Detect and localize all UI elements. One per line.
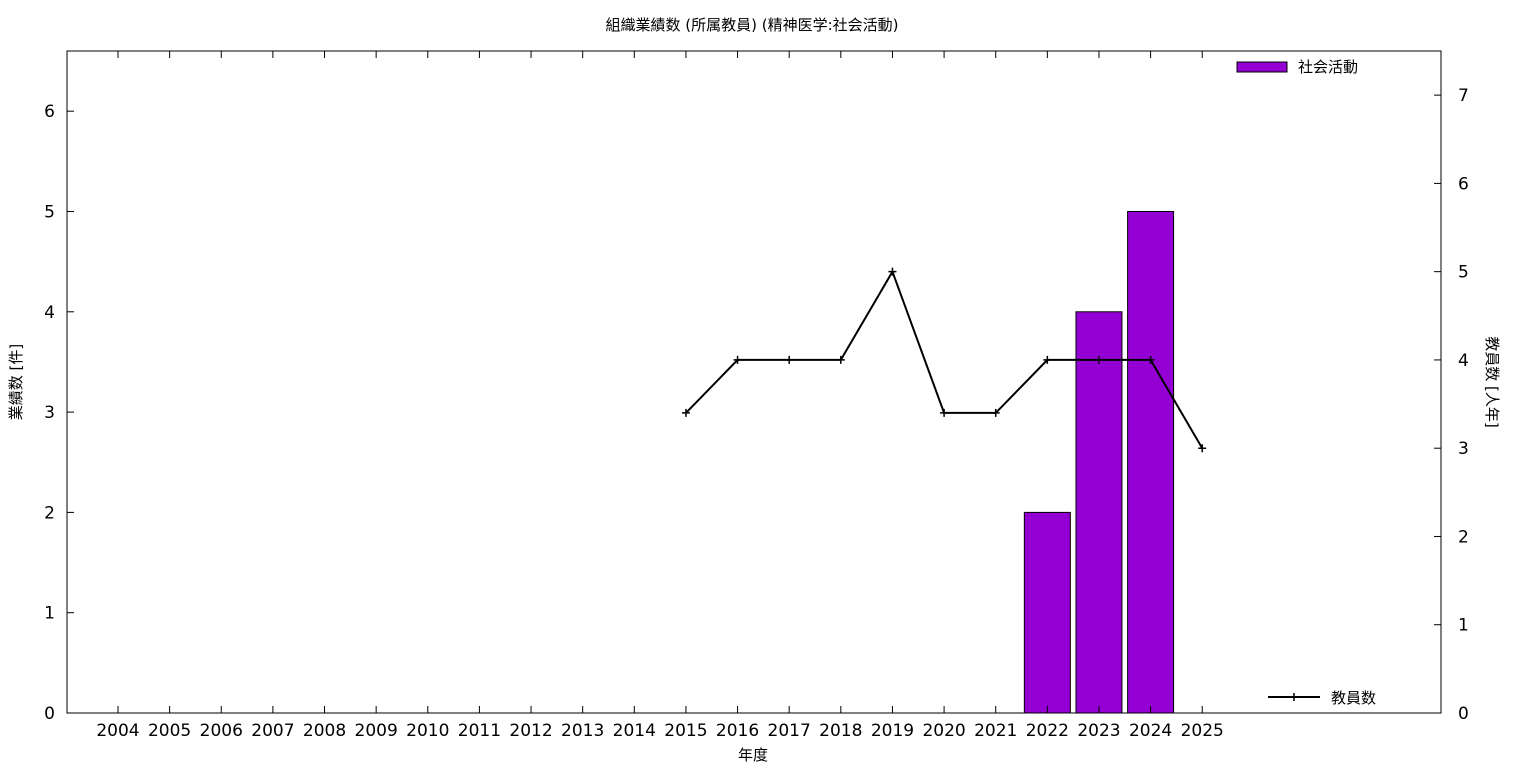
bar — [1075, 311, 1123, 714]
x-tick-label: 2014 — [613, 721, 656, 741]
y-tick-label: 5 — [44, 202, 55, 222]
y2-axis-ticks: 0 1 2 3 4 5 6 7 — [1434, 86, 1469, 724]
line-point — [681, 408, 690, 417]
y2-tick-label: 2 — [1458, 527, 1469, 547]
y-tick-label: 0 — [44, 704, 55, 724]
x-tick-label: 2004 — [96, 721, 139, 741]
y-axis-label: 業績数 [件] — [7, 344, 25, 420]
legend-line-label: 教員数 — [1331, 689, 1376, 707]
legend-bar-label: 社会活動 — [1298, 58, 1358, 76]
y-axis-ticks: 0 1 2 3 4 5 6 — [44, 102, 74, 724]
x-tick-label: 2008 — [303, 721, 346, 741]
legend-bar-swatch — [1236, 61, 1288, 73]
y-tick-label: 1 — [44, 604, 55, 624]
legend-line: 教員数 — [1268, 689, 1376, 707]
y2-axis-label: 教員数 [人年] — [1483, 336, 1501, 427]
y-tick-label: 4 — [44, 303, 55, 323]
chart-title: 組織業績数 (所属教員) (精神医学:社会活動) — [606, 16, 899, 34]
legend-line-marker — [1290, 693, 1298, 701]
line-point — [733, 355, 742, 364]
x-tick-label: 2019 — [871, 721, 914, 741]
y2-tick-label: 4 — [1458, 351, 1469, 371]
line-series — [681, 267, 1207, 453]
line-point — [940, 408, 949, 417]
y-tick-label: 6 — [44, 102, 55, 122]
x-tick-label: 2007 — [251, 721, 294, 741]
x-axis-label: 年度 — [738, 746, 768, 764]
plot-frame — [66, 50, 1442, 714]
x-tick-label: 2013 — [561, 721, 604, 741]
x-tick-label: 2017 — [768, 721, 811, 741]
y2-tick-label: 1 — [1458, 616, 1469, 636]
y2-tick-label: 3 — [1458, 439, 1469, 459]
x-tick-label: 2011 — [458, 721, 501, 741]
bar-series — [1023, 210, 1175, 714]
legend-bars: 社会活動 — [1236, 58, 1358, 76]
bar — [1023, 511, 1071, 714]
x-tick-label: 2015 — [664, 721, 707, 741]
x-axis-ticks: 2004 2005 2006 2007 2008 2009 2010 2011 2012 2013… — [96, 51, 1224, 741]
x-tick-label: 2005 — [148, 721, 191, 741]
x-tick-label: 2012 — [509, 721, 552, 741]
y2-tick-label: 0 — [1458, 704, 1469, 724]
line-point — [1043, 355, 1052, 364]
line-point — [1198, 444, 1207, 453]
y-tick-label: 3 — [44, 403, 55, 423]
x-tick-label: 2025 — [1181, 721, 1224, 741]
x-tick-label: 2021 — [974, 721, 1017, 741]
line-point — [991, 408, 1000, 417]
x-tick-label: 2020 — [922, 721, 965, 741]
x-tick-label: 2006 — [200, 721, 243, 741]
x-tick-label: 2016 — [716, 721, 759, 741]
line-point — [1094, 355, 1103, 364]
line-point — [785, 355, 794, 364]
y2-tick-label: 5 — [1458, 263, 1469, 283]
x-tick-label: 2010 — [406, 721, 449, 741]
x-tick-label: 2023 — [1077, 721, 1120, 741]
x-tick-label: 2024 — [1129, 721, 1172, 741]
y2-tick-label: 6 — [1458, 174, 1469, 194]
y-tick-label: 2 — [44, 503, 55, 523]
line-point — [888, 267, 897, 276]
bar — [1127, 210, 1175, 714]
y2-tick-label: 7 — [1458, 86, 1469, 106]
x-tick-label: 2022 — [1026, 721, 1069, 741]
line-point — [1146, 355, 1155, 364]
x-tick-label: 2009 — [355, 721, 398, 741]
line-point — [836, 355, 845, 364]
x-tick-label: 2018 — [819, 721, 862, 741]
